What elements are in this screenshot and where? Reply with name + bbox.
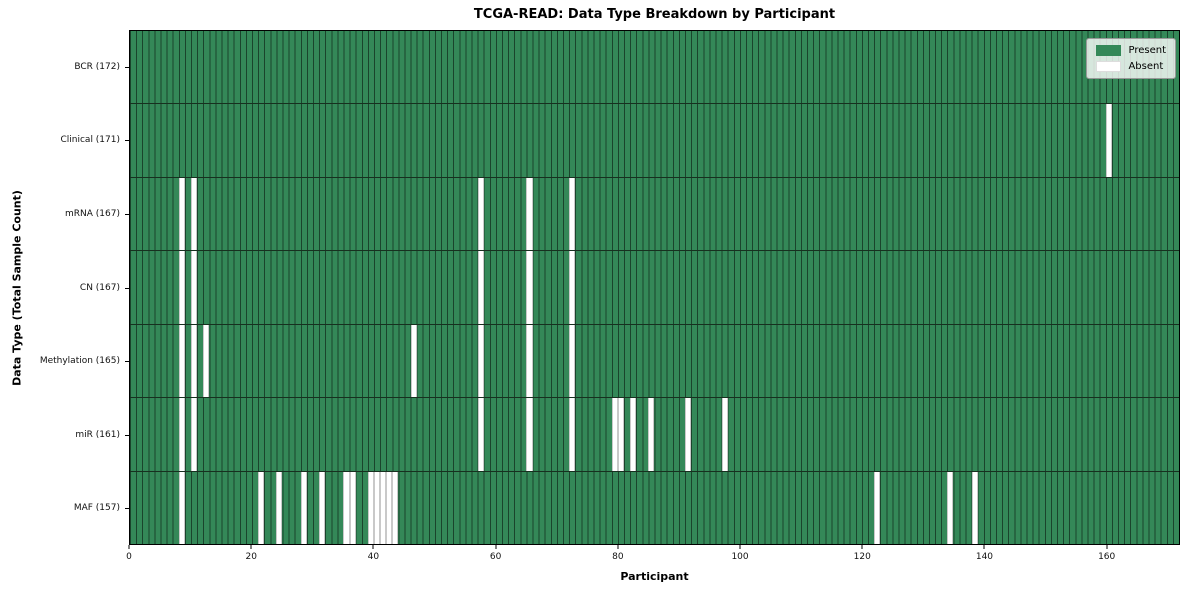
x-tick-mark [495,545,497,549]
absent-cell [178,398,185,471]
y-tick-label: MAF (157) [73,503,120,514]
absent-cell [276,471,283,544]
absent-cell [526,324,533,398]
absent-cell [300,471,307,544]
y-tick-mark [125,508,129,510]
absent-cell [526,398,533,471]
x-tick-label: 120 [853,552,871,562]
heatmap-row-BCR [130,31,1179,105]
absent-cell [947,471,954,544]
chart-title: TCGA-READ: Data Type Breakdown by Partic… [473,7,836,22]
x-axis-label: Participant [620,570,689,583]
absent-swatch-icon [1096,61,1122,72]
x-tick-mark [1106,545,1108,549]
y-tick-mark [125,361,129,363]
plot-area [129,30,1180,545]
heatmap-row-Methylation [130,324,1179,399]
y-axis: BCR (172) Clinical (171) mRNA (167) CN (167… [0,30,129,545]
absent-cell [190,398,198,471]
absent-cell [343,471,350,544]
absent-cell [611,398,618,471]
absent-cell [477,177,484,251]
x-tick-label: 80 [612,552,624,562]
absent-cell [178,324,185,398]
x-tick-label: 20 [245,552,257,562]
absent-cell [178,251,185,324]
heatmap-row-MAF [130,471,1179,544]
heatmap-row-miR [130,398,1179,472]
absent-cell [373,471,381,544]
x-tick-mark [739,545,741,549]
legend: Present Absent [1086,38,1176,79]
y-tick-label: Clinical (171) [60,135,120,146]
y-tick-label: miR (161) [75,429,120,440]
absent-cell [630,398,637,471]
absent-cell [258,471,265,544]
y-tick-mark [125,66,129,68]
absent-cell [392,471,399,544]
x-tick-label: 40 [367,552,380,562]
x-tick-mark [250,545,252,549]
x-tick-label: 140 [975,552,994,562]
y-tick-mark [125,140,129,142]
absent-cell [190,177,198,251]
absent-cell [380,471,387,544]
y-tick-label: Methylation (165) [39,356,120,367]
y-tick-mark [125,287,129,289]
present-swatch-icon [1096,45,1122,56]
absent-cell [971,471,978,544]
absent-cell [569,398,576,471]
y-tick-label: CN (167) [79,282,120,293]
x-tick-mark [372,545,374,549]
absent-cell [410,324,417,398]
absent-cell [190,324,198,398]
absent-cell [648,398,655,471]
absent-cell [349,471,356,544]
heatmap-row-mRNA [130,177,1179,252]
plot-rows [130,31,1179,544]
legend-item-present: Present [1096,45,1166,56]
absent-cell [569,251,576,324]
x-axis: 0 20 40 60 80 100 120 140 160 [126,545,1180,569]
x-tick-label: 60 [489,552,502,562]
absent-cell [526,251,533,324]
legend-item-absent: Absent [1096,61,1166,72]
x-tick-mark [983,545,985,549]
absent-cell [721,398,728,471]
absent-cell [319,471,326,544]
legend-label-absent: Absent [1128,61,1164,72]
x-tick-mark [617,545,619,549]
absent-cell [178,471,185,544]
absent-cell [526,177,533,251]
heatmap-row-Clinical [130,104,1179,178]
absent-cell [203,324,210,398]
absent-cell [617,398,624,471]
x-tick-mark [128,545,130,549]
absent-cell [874,471,881,544]
absent-cell [477,324,484,398]
x-tick-label: 100 [731,552,749,562]
x-tick-mark [861,545,863,549]
x-tick-label: 0 [126,552,132,562]
y-tick-label: mRNA (167) [65,208,120,219]
y-tick-mark [125,434,129,436]
absent-cell [477,398,484,471]
legend-label-present: Present [1128,45,1166,56]
absent-cell [178,177,185,251]
absent-cell [190,251,198,324]
x-tick-label: 160 [1098,552,1116,562]
absent-cell [386,471,393,544]
y-tick-label: BCR (172) [74,61,120,72]
absent-cell [569,177,576,251]
heatmap-row-CN [130,251,1179,325]
absent-cell [684,398,692,471]
absent-cell [1105,104,1112,177]
absent-cell [477,251,484,324]
absent-cell [367,471,374,544]
absent-cell [569,324,576,398]
y-tick-mark [125,213,129,215]
